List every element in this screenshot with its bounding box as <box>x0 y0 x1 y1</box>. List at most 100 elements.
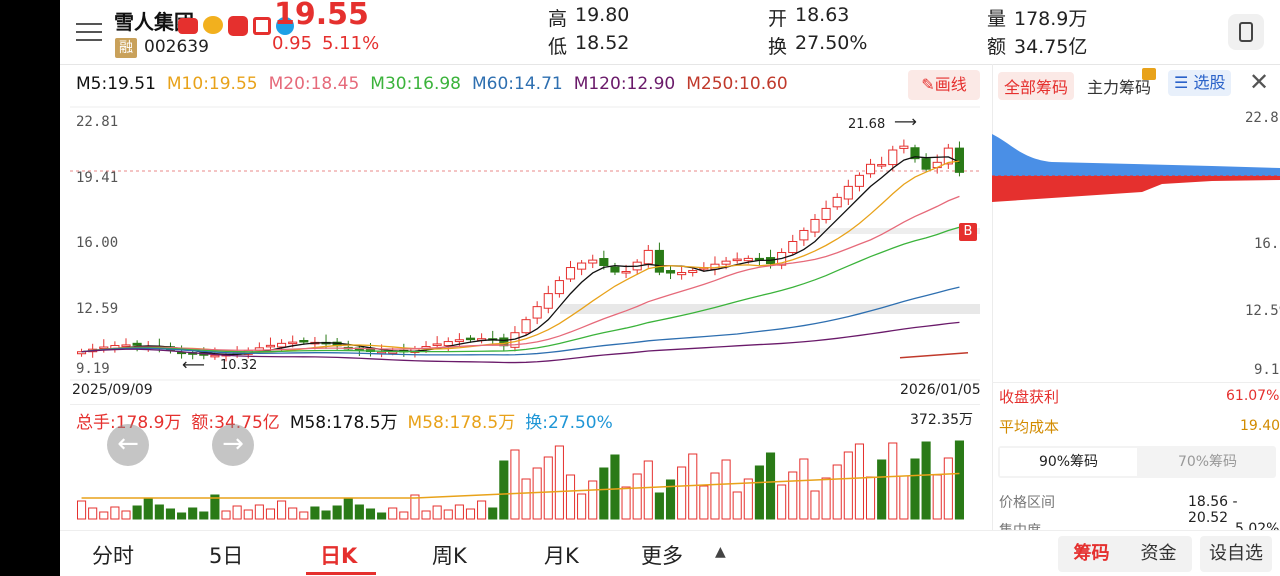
price-change-pct: 5.11% <box>322 33 380 54</box>
ma-legend: M5:19.51 M10:19.55 M20:18.45 M30:16.98 M60:1… <box>76 74 788 94</box>
volume-m58-avg: M58:178.5万 <box>407 413 516 433</box>
volume-bar <box>88 507 98 520</box>
volume-bar <box>577 493 587 520</box>
volume-bar <box>754 465 764 520</box>
candle-body <box>532 306 542 319</box>
fund-button[interactable]: 资金 <box>1140 543 1177 564</box>
volume-chart[interactable] <box>60 428 985 522</box>
weibo-icon[interactable] <box>203 16 223 34</box>
candle-body <box>688 270 698 274</box>
volume-bar <box>643 460 653 520</box>
tab-daily-k[interactable]: 日K <box>320 544 358 568</box>
tab-more[interactable]: 更多 <box>641 544 683 568</box>
volume-bar <box>288 507 298 520</box>
low-mark-arrow: ⟵ <box>182 355 205 374</box>
volume-bar <box>410 494 420 520</box>
draw-line-button[interactable]: ✎画线 <box>908 70 980 100</box>
chip-tab-all[interactable]: 全部筹码 <box>998 72 1075 100</box>
volume-bar <box>321 510 331 520</box>
volume-total: 总手:178.9万 <box>76 413 182 433</box>
candle-body <box>521 319 531 334</box>
volume-bar <box>465 508 476 520</box>
volume-bar <box>721 459 731 520</box>
volume-bar <box>388 507 398 520</box>
kline-chart[interactable] <box>60 104 985 404</box>
volume-m58: M58:178.5万 <box>289 413 398 433</box>
tab-monthly-k[interactable]: 月K <box>544 544 579 568</box>
select-stock-button[interactable]: ☰ 选股 <box>1168 70 1232 96</box>
candle-body <box>577 262 587 270</box>
app-icon[interactable] <box>228 16 248 36</box>
chip-tab-main[interactable]: 主力筹码 <box>1087 78 1152 97</box>
turnover-label: 换 <box>768 36 788 58</box>
candle-body <box>543 293 553 309</box>
caret-up-icon[interactable]: ▲ <box>715 544 726 560</box>
volume-bar <box>877 459 887 520</box>
share-icons <box>178 16 294 38</box>
candle-body <box>677 272 687 276</box>
add-watchlist-button[interactable]: 设自选 <box>1200 536 1272 572</box>
volume-bar <box>154 504 164 520</box>
volume-bar <box>421 510 431 520</box>
high-mark-arrow: ⟶ <box>894 112 917 131</box>
ma-legend-item: M10:19.55 <box>166 74 258 94</box>
candle-body <box>99 346 109 350</box>
tab-weekly-k[interactable]: 周K <box>432 544 467 568</box>
message-icon[interactable] <box>178 18 198 34</box>
volume-bar <box>688 453 698 520</box>
candle-body <box>732 258 742 262</box>
chip-y-tick: 12.59 <box>1245 303 1280 319</box>
candle-body <box>821 207 831 220</box>
buy-signal-badge[interactable]: B <box>959 223 977 241</box>
chip-button[interactable]: 筹码 <box>1073 543 1110 564</box>
volume-bar <box>432 505 442 520</box>
y-tick: 12.59 <box>76 301 119 317</box>
tab-intraday[interactable]: 分时 <box>92 544 134 568</box>
avg-cost-label: 平均成本 <box>999 418 1060 436</box>
hamburger-menu-icon[interactable] <box>76 20 102 42</box>
fullscreen-button[interactable] <box>1228 14 1264 50</box>
volume-bar <box>199 511 209 520</box>
candle-body <box>810 218 820 233</box>
candle-body <box>277 342 287 348</box>
square-icon[interactable] <box>253 17 271 35</box>
candle-body <box>465 337 476 341</box>
arrow-left-icon: ← <box>117 429 139 459</box>
candle-body <box>443 341 453 347</box>
stock-app: 雪人集团 融 002639 19.55 0.95 5.11% 高 19.80 低… <box>60 0 1280 576</box>
volume-bar <box>865 476 876 520</box>
volume-bar <box>632 473 642 520</box>
candle-body <box>588 259 598 264</box>
volume-bar <box>299 511 309 520</box>
start-date: 2025/09/09 <box>72 382 153 398</box>
volume-bar <box>732 491 742 520</box>
prev-button[interactable]: ← <box>107 424 149 466</box>
volume-bar <box>932 474 942 520</box>
candle-body <box>854 174 864 187</box>
candle-body <box>388 351 398 355</box>
volume-bar <box>165 508 176 520</box>
candle-body <box>754 257 764 261</box>
volume-bar <box>99 511 109 520</box>
profit-label: 收盘获利 <box>999 388 1060 406</box>
profit-value: 61.07% <box>1226 388 1280 404</box>
concentration-label: 集中度 <box>999 523 1041 532</box>
volume-bar <box>443 509 453 520</box>
next-button[interactable]: → <box>212 424 254 466</box>
volume-value: 178.9万 <box>1014 8 1088 30</box>
concentration-value: 5.02% <box>1235 521 1280 532</box>
current-price: 19.55 <box>274 0 369 32</box>
tab-5day[interactable]: 5日 <box>209 544 244 568</box>
chat-icon[interactable] <box>276 17 294 35</box>
close-icon[interactable]: ✕ <box>1249 68 1270 96</box>
price-change: 0.95 <box>272 33 313 54</box>
volume-bar <box>132 505 142 520</box>
chip-tab-90[interactable]: 90%筹码 <box>1000 448 1137 476</box>
arrow-right-icon: → <box>222 429 244 459</box>
chip-tab-70[interactable]: 70%筹码 <box>1177 454 1238 470</box>
lock-icon <box>1142 68 1156 80</box>
low-value: 18.52 <box>575 32 630 54</box>
volume-bar <box>365 508 376 520</box>
ma-legend-item: M5:19.51 <box>76 74 156 94</box>
volume-bar <box>310 506 320 520</box>
